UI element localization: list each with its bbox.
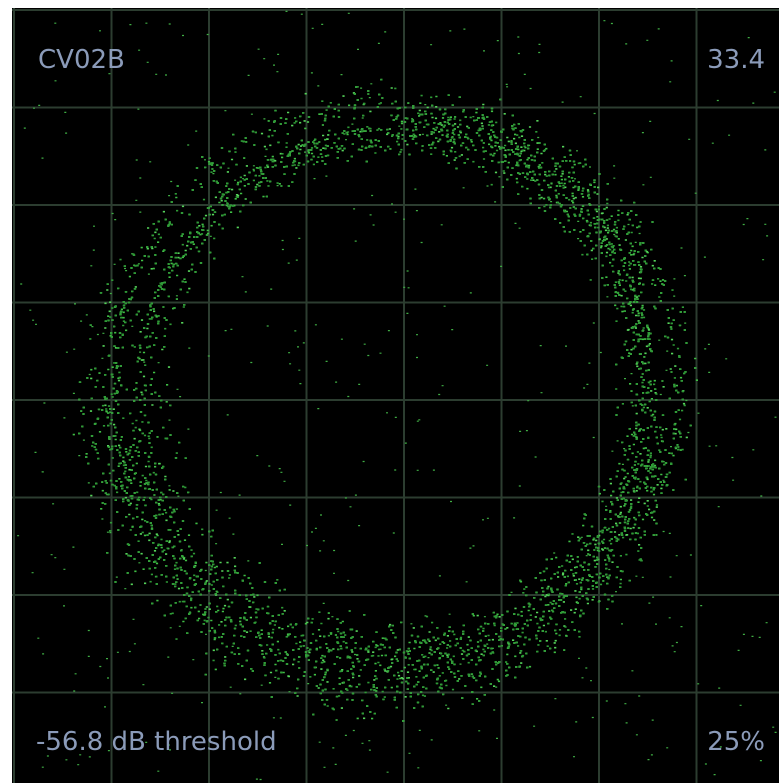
percent-label: 25%: [707, 727, 765, 757]
orbit-trace: [17, 10, 777, 781]
channel-label: CV02B: [38, 45, 125, 75]
threshold-label: -56.8 dB threshold: [36, 727, 277, 757]
stray-dots: [17, 10, 777, 781]
orbit-dots: [78, 78, 697, 722]
plot-background: [12, 8, 779, 783]
top-right-value: 33.4: [707, 45, 765, 75]
